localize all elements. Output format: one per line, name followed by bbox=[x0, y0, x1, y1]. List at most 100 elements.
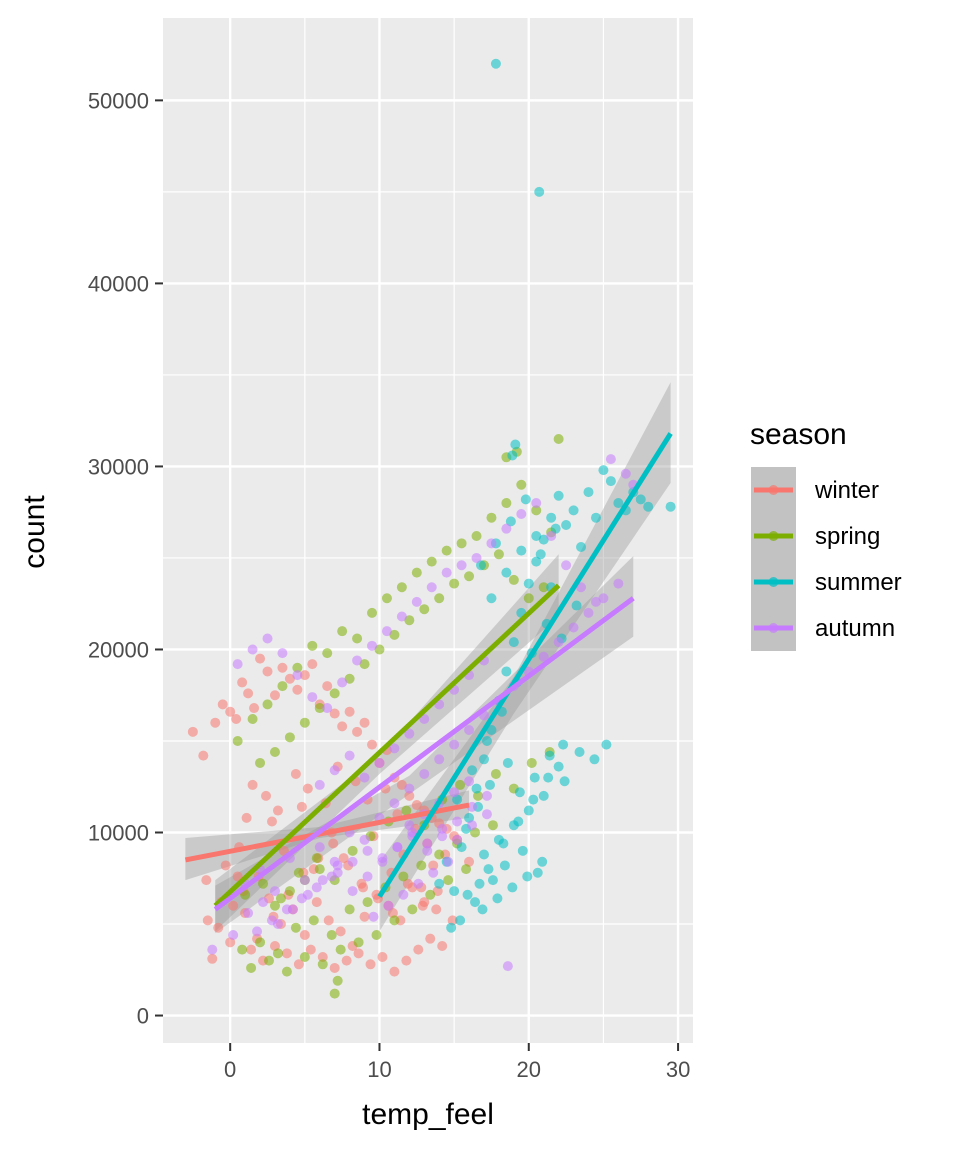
data-point-winter bbox=[299, 930, 310, 941]
data-point-winter bbox=[353, 948, 364, 959]
data-point-autumn bbox=[583, 607, 594, 618]
data-point-winter bbox=[404, 790, 415, 801]
grid-minor bbox=[163, 18, 693, 1043]
data-point-winter bbox=[358, 882, 369, 893]
legend-title: season bbox=[750, 418, 847, 451]
data-point-winter bbox=[210, 717, 221, 728]
data-point-summer bbox=[467, 765, 478, 776]
data-point-spring bbox=[396, 582, 407, 593]
y-tick-label: 0 bbox=[137, 1004, 149, 1029]
data-point-summer bbox=[510, 439, 521, 450]
data-point-autumn bbox=[441, 567, 452, 578]
data-point-summer bbox=[598, 465, 609, 476]
data-point-autumn bbox=[337, 677, 348, 688]
data-point-winter bbox=[344, 706, 355, 717]
data-point-spring bbox=[516, 479, 527, 490]
legend: season winter spring summer autumn bbox=[750, 418, 902, 651]
data-point-autumn bbox=[531, 498, 542, 509]
data-point-spring bbox=[538, 582, 549, 593]
data-point-spring bbox=[329, 688, 340, 699]
y-tick-label: 40000 bbox=[88, 271, 149, 296]
data-point-summer bbox=[665, 501, 676, 512]
data-point-autumn bbox=[467, 801, 478, 812]
legend-label-autumn: autumn bbox=[815, 615, 895, 642]
data-point-spring bbox=[255, 757, 266, 768]
data-point-summer bbox=[507, 450, 518, 461]
data-point-summer bbox=[532, 867, 543, 878]
data-point-summer bbox=[470, 897, 481, 908]
data-point-winter bbox=[249, 703, 260, 714]
data-point-autumn bbox=[322, 703, 333, 714]
data-point-summer bbox=[474, 878, 485, 889]
data-point-winter bbox=[413, 944, 424, 955]
data-point-autumn bbox=[434, 754, 445, 765]
data-point-spring bbox=[258, 878, 269, 889]
data-point-autumn bbox=[247, 644, 258, 655]
data-point-winter bbox=[431, 904, 442, 915]
data-point-autumn bbox=[383, 900, 394, 911]
data-point-summer bbox=[574, 746, 585, 757]
data-point-spring bbox=[407, 904, 418, 915]
data-point-autumn bbox=[329, 765, 340, 776]
data-point-winter bbox=[337, 721, 348, 732]
data-point-autumn bbox=[228, 930, 239, 941]
data-point-winter bbox=[322, 681, 333, 692]
data-point-winter bbox=[311, 897, 322, 908]
data-point-summer bbox=[520, 494, 531, 505]
data-point-autumn bbox=[419, 768, 430, 779]
data-point-winter bbox=[237, 677, 248, 688]
data-point-autumn bbox=[326, 871, 337, 882]
data-point-autumn bbox=[404, 728, 415, 739]
data-point-spring bbox=[490, 768, 501, 779]
data-point-winter bbox=[359, 911, 370, 922]
data-point-winter bbox=[220, 860, 231, 871]
data-point-winter bbox=[228, 900, 239, 911]
data-point-summer bbox=[571, 600, 582, 611]
data-point-spring bbox=[307, 640, 318, 651]
data-point-spring bbox=[455, 779, 466, 790]
data-point-winter bbox=[389, 966, 400, 977]
data-point-spring bbox=[353, 937, 364, 948]
data-point-autumn bbox=[413, 878, 424, 889]
data-point-summer bbox=[508, 637, 519, 648]
data-point-winter bbox=[411, 800, 422, 811]
data-point-winter bbox=[317, 951, 328, 962]
data-point-autumn bbox=[568, 622, 579, 633]
data-point-summer bbox=[507, 882, 518, 893]
data-point-spring bbox=[374, 644, 385, 655]
data-point-autumn bbox=[232, 659, 243, 670]
x-axis-title: temp_feel bbox=[362, 1098, 494, 1131]
data-point-autumn bbox=[317, 875, 328, 886]
data-point-spring bbox=[416, 860, 427, 871]
data-point-spring bbox=[269, 900, 280, 911]
data-point-spring bbox=[281, 966, 292, 977]
data-point-summer bbox=[455, 915, 466, 926]
data-point-spring bbox=[299, 717, 310, 728]
y-tick-labels: 0 10000 20000 30000 40000 50000 bbox=[88, 88, 149, 1028]
data-point-summer bbox=[553, 761, 564, 772]
data-point-autumn bbox=[426, 582, 437, 593]
data-point-summer bbox=[559, 776, 570, 787]
data-point-winter bbox=[425, 933, 436, 944]
data-point-winter bbox=[231, 714, 242, 725]
data-point-spring bbox=[434, 849, 445, 860]
data-point-autumn bbox=[243, 908, 254, 919]
data-point-spring bbox=[299, 951, 310, 962]
data-point-spring bbox=[419, 604, 430, 615]
data-point-autumn bbox=[538, 651, 549, 662]
data-point-summer bbox=[477, 904, 488, 915]
data-point-spring bbox=[246, 962, 257, 973]
data-point-winter bbox=[213, 922, 224, 933]
x-tick-label: 0 bbox=[224, 1057, 236, 1082]
data-point-winter bbox=[262, 666, 273, 677]
data-point-spring bbox=[493, 549, 504, 560]
data-point-autumn bbox=[437, 831, 448, 842]
x-tick-label: 30 bbox=[666, 1057, 690, 1082]
data-point-autumn bbox=[262, 633, 273, 644]
y-tick-label: 20000 bbox=[88, 637, 149, 662]
data-point-spring bbox=[284, 886, 295, 897]
data-point-spring bbox=[329, 988, 340, 999]
data-point-autumn bbox=[464, 725, 475, 736]
data-point-spring bbox=[398, 871, 409, 882]
data-point-autumn bbox=[269, 886, 280, 897]
